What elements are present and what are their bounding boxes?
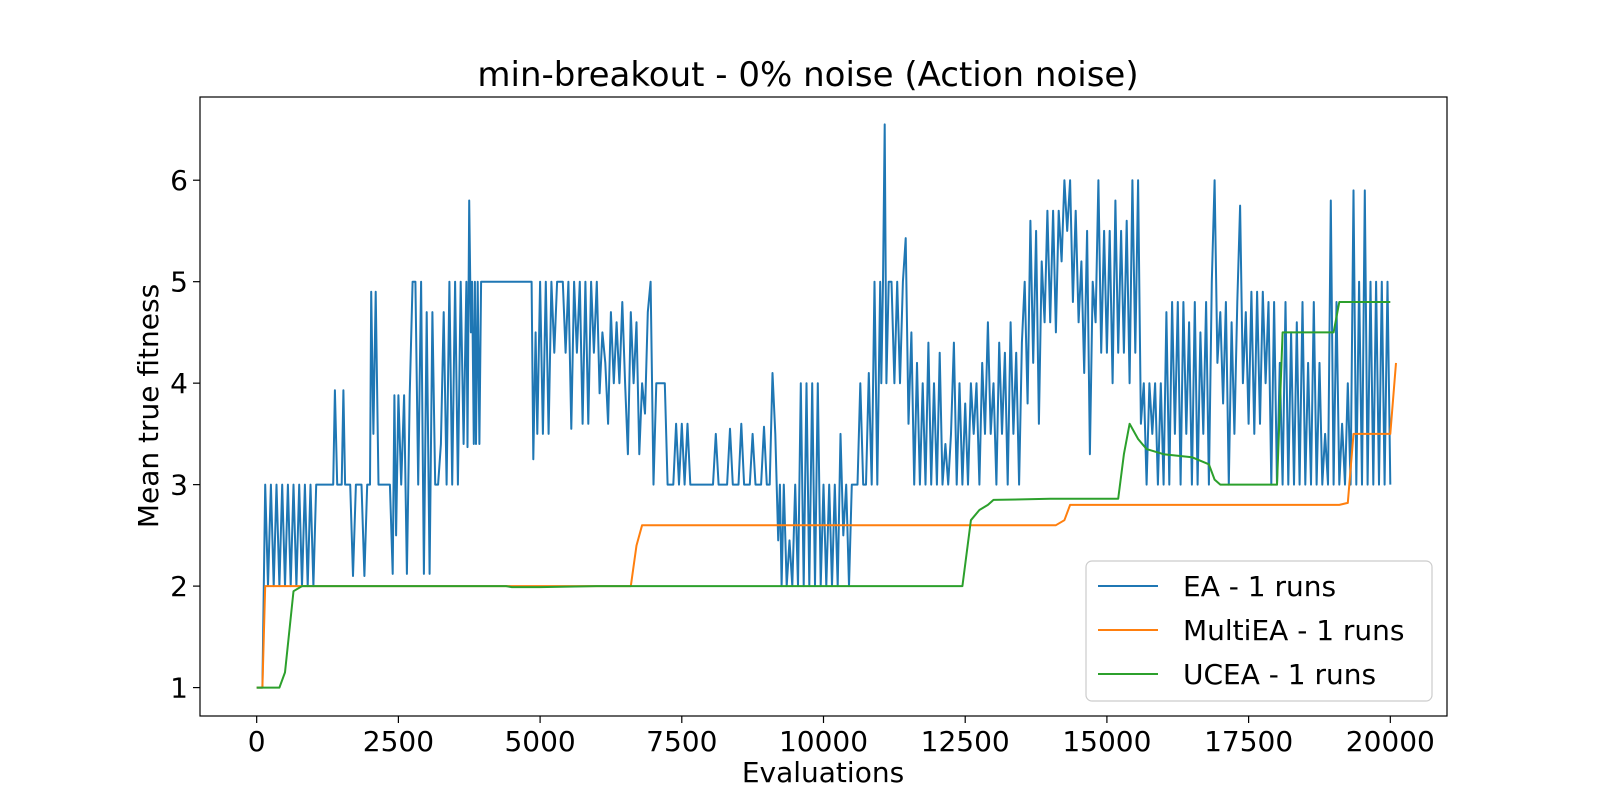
x-tick-label: 0 — [248, 725, 266, 758]
y-tick-label: 5 — [170, 266, 188, 299]
legend-box — [1085, 560, 1433, 702]
legend-label-0: EA - 1 runs — [1183, 570, 1336, 603]
series-line-2 — [256, 301, 1391, 689]
x-tick-label: 5000 — [504, 725, 575, 758]
x-tick-label: 7500 — [646, 725, 717, 758]
plot-area — [256, 123, 1397, 689]
y-tick-label: 6 — [170, 164, 188, 197]
x-tick-label: 2500 — [363, 725, 434, 758]
x-axis-label: Evaluations — [742, 756, 904, 789]
y-tick-label: 4 — [170, 367, 188, 400]
chart-title: min-breakout - 0% noise (Action noise) — [477, 55, 1138, 95]
x-tick-label: 17500 — [1204, 725, 1293, 758]
y-axis: 1 2 3 4 5 6 — [170, 164, 200, 705]
x-axis: 0 2500 5000 7500 10000 12500 15000 17500 20000 — [248, 716, 1435, 758]
y-axis-label: Mean true fitness — [132, 284, 165, 528]
series-line-0 — [256, 123, 1392, 689]
y-tick-label: 1 — [170, 672, 188, 705]
x-tick-label: 12500 — [921, 725, 1010, 758]
y-tick-label: 3 — [170, 469, 188, 502]
x-tick-label: 20000 — [1346, 725, 1435, 758]
y-tick-label: 2 — [170, 570, 188, 603]
legend-label-2: UCEA - 1 runs — [1183, 658, 1376, 691]
x-tick-label: 15000 — [1062, 725, 1151, 758]
legend-label-1: MultiEA - 1 runs — [1183, 614, 1405, 647]
legend: EA - 1 runs MultiEA - 1 runs UCEA - 1 runs — [1085, 560, 1433, 702]
x-tick-label: 10000 — [779, 725, 868, 758]
